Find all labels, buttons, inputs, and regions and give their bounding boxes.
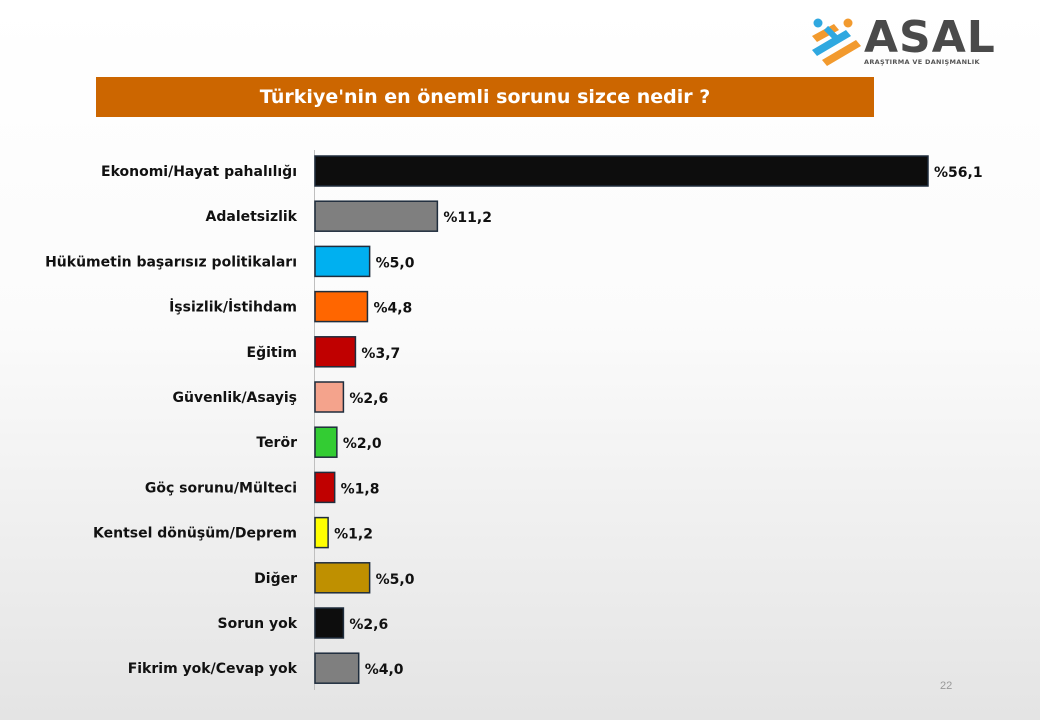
- bar: [314, 607, 345, 639]
- value-label: %4,8: [373, 301, 412, 317]
- chart-title-bar: Türkiye'nin en önemli sorunu sizce nedir…: [96, 77, 874, 117]
- logo-tagline: ARAŞTIRMA VE DANIŞMANLIK: [864, 58, 980, 66]
- value-label: %1,2: [334, 527, 373, 543]
- value-label: %5,0: [376, 255, 415, 271]
- bar-group: Ekonomi/Hayat pahalılığı %56,1 Adaletsizli…: [45, 155, 983, 684]
- bar: [314, 200, 439, 232]
- category-label: Hükümetin başarısız politikaları: [45, 254, 297, 270]
- category-label: Adaletsizlik: [206, 209, 298, 225]
- category-label: Göç sorunu/Mülteci: [145, 480, 297, 496]
- bar: [314, 155, 929, 187]
- category-label: Terör: [256, 435, 297, 451]
- category-label: Ekonomi/Hayat pahalılığı: [101, 164, 297, 180]
- chart-title: Türkiye'nin en önemli sorunu sizce nedir…: [259, 86, 711, 108]
- value-label: %2,6: [349, 391, 388, 407]
- value-label: %5,0: [376, 572, 415, 588]
- bar: [314, 381, 345, 413]
- category-label: Fikrim yok/Cevap yok: [128, 661, 298, 677]
- category-label: İşsizlik/İstihdam: [169, 299, 297, 316]
- bar: [314, 426, 338, 458]
- bar: [314, 516, 329, 549]
- bar: [314, 562, 371, 594]
- bar: [314, 290, 369, 323]
- value-label: %56,1: [934, 165, 983, 181]
- category-label: Eğitim: [247, 345, 297, 361]
- asal-logo: ASAL ARAŞTIRMA VE DANIŞMANLIK: [806, 12, 996, 70]
- asal-logo-mark-icon: [812, 18, 861, 66]
- page-number: 22: [940, 680, 953, 692]
- value-label: %4,0: [365, 662, 404, 678]
- value-label: %3,7: [361, 346, 400, 362]
- value-label: %1,8: [341, 481, 380, 497]
- bar: [314, 245, 371, 278]
- category-label: Kentsel dönüşüm/Deprem: [93, 526, 297, 542]
- category-label: Diğer: [254, 571, 297, 587]
- value-label: %11,2: [443, 210, 492, 226]
- bar: [314, 471, 336, 504]
- bar: [314, 336, 357, 368]
- category-label: Sorun yok: [218, 616, 298, 632]
- category-label: Güvenlik/Asayiş: [172, 390, 297, 406]
- value-label: %2,6: [349, 617, 388, 633]
- value-label: %2,0: [343, 436, 382, 452]
- logo-wordmark: ASAL: [864, 12, 996, 63]
- bar: [314, 652, 360, 684]
